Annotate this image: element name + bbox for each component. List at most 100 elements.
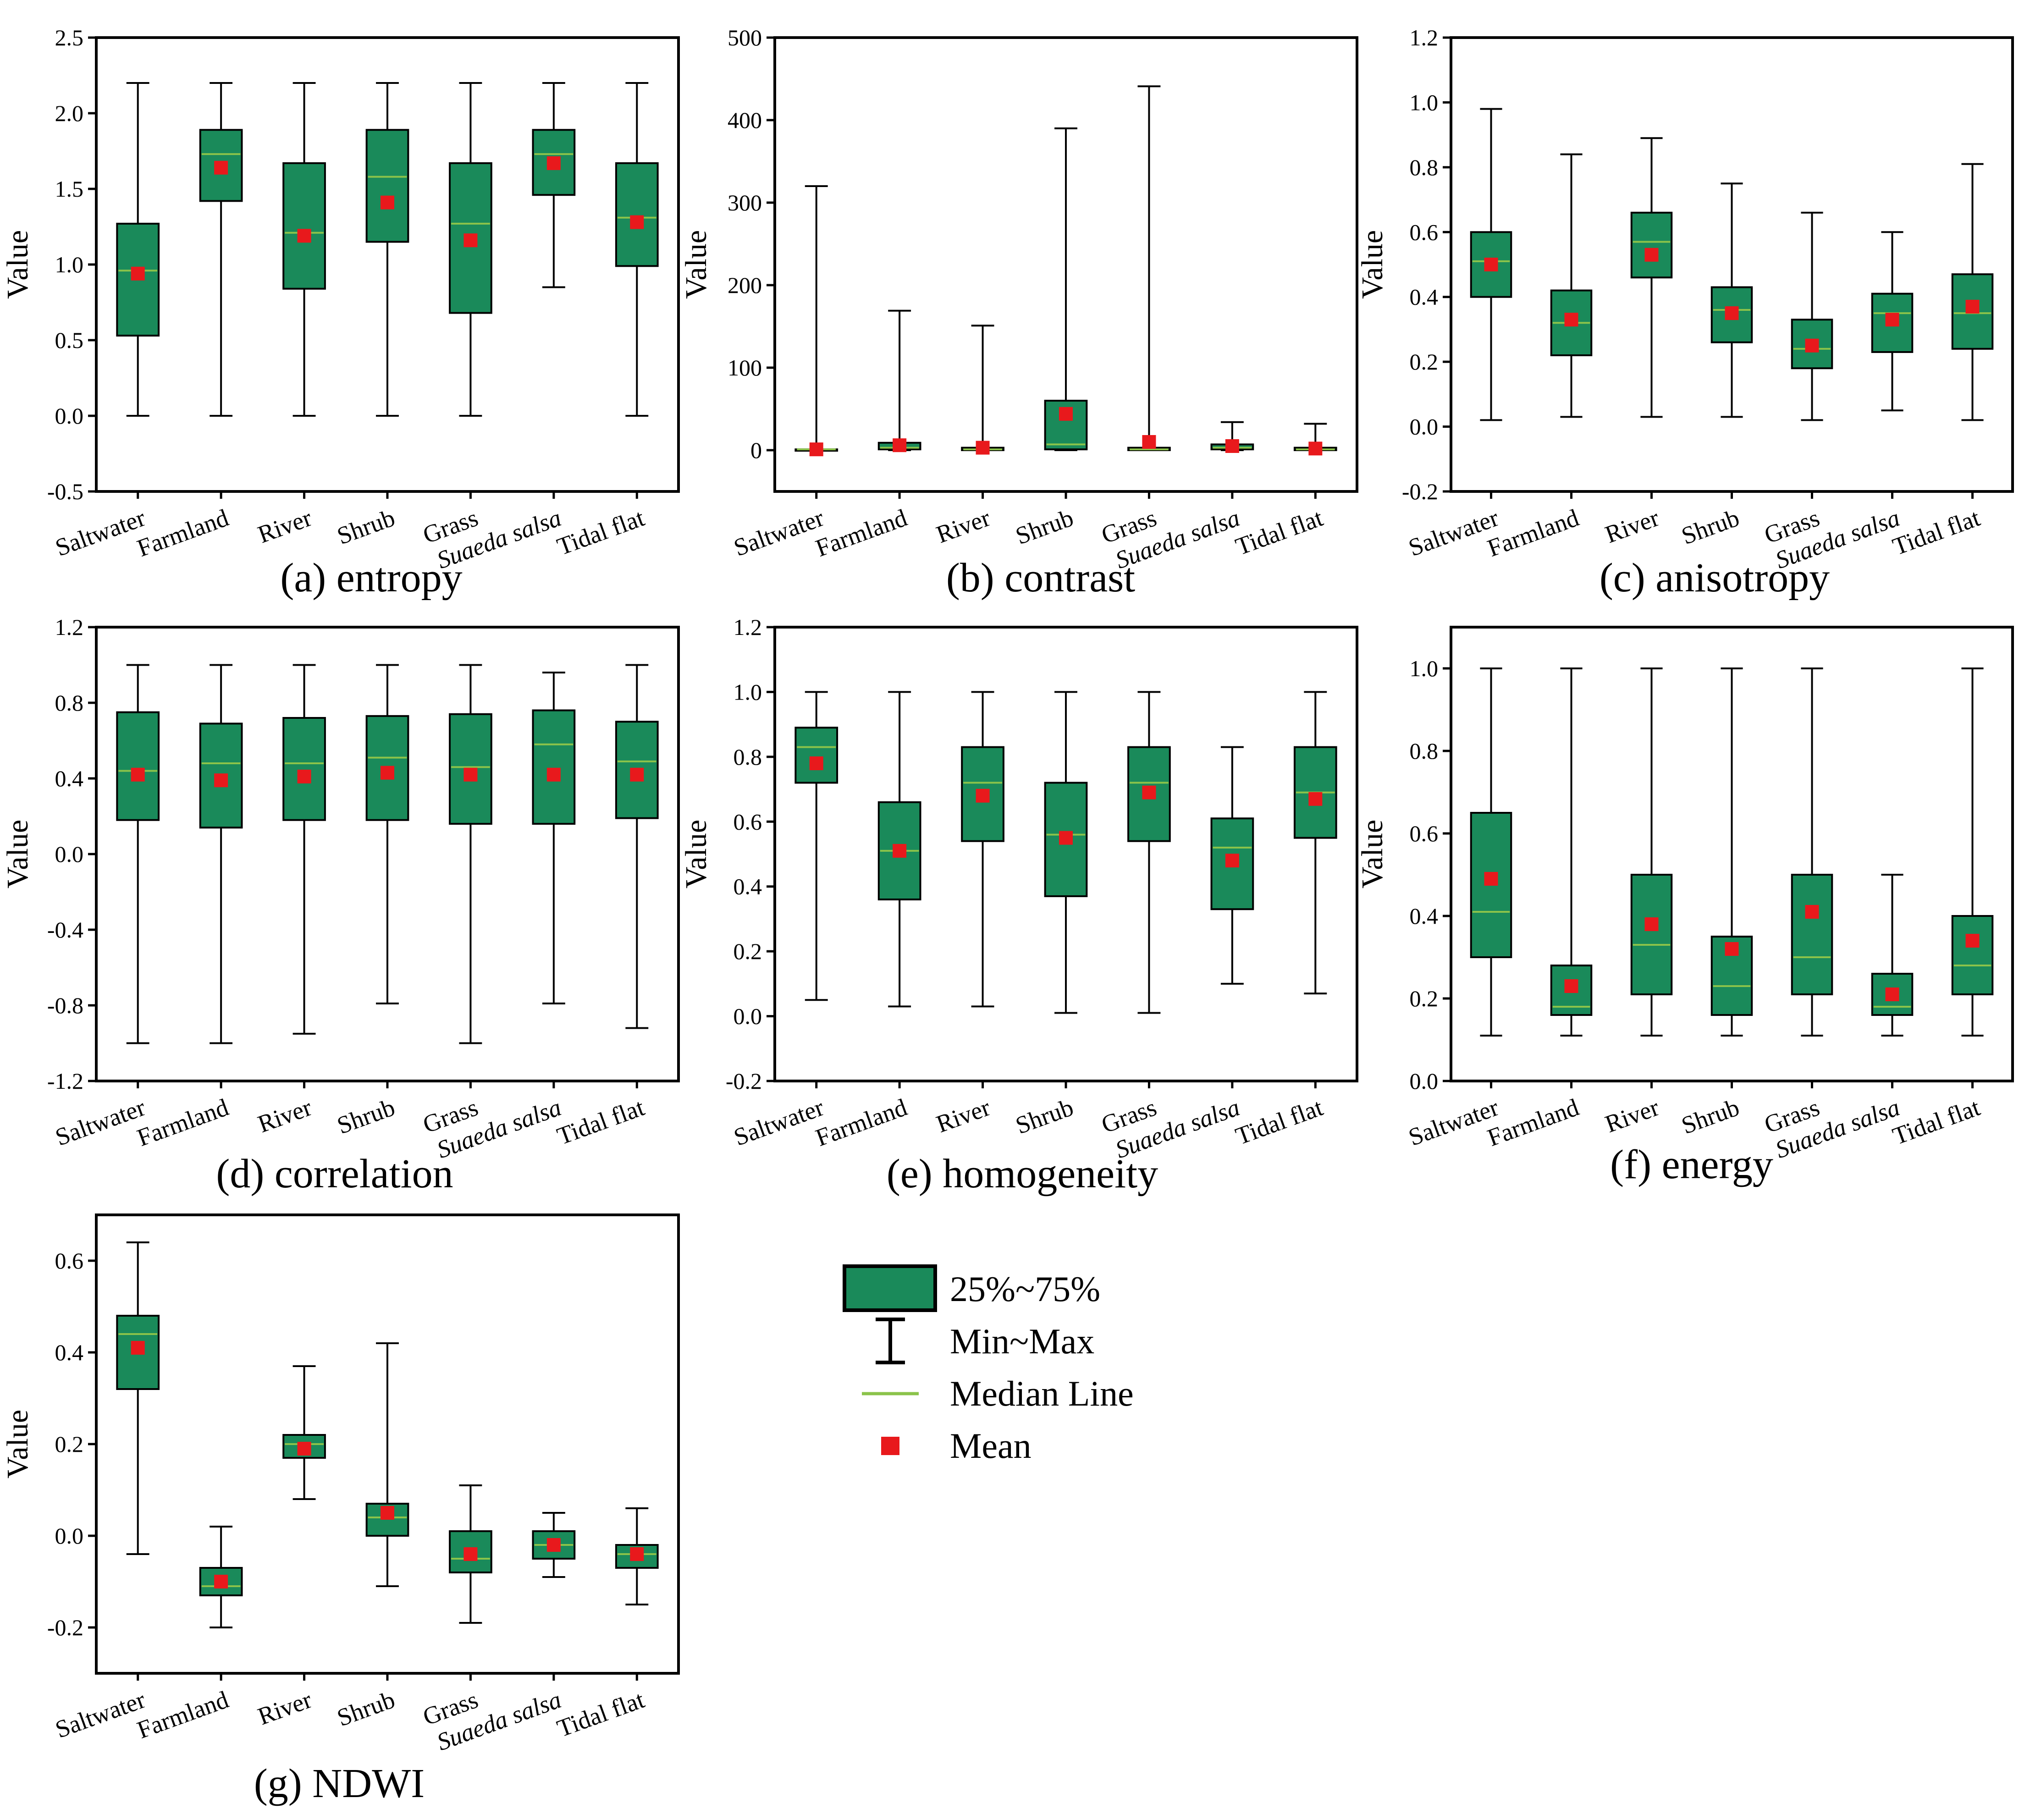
panel-caption: (a) entropy [280,555,462,601]
category-label-saltwater: Saltwater [52,1093,149,1151]
y-tick-label: 0.6 [55,1248,84,1274]
panel-caption: (f) energy [1610,1142,1773,1187]
box-tidal-flat [615,664,659,1029]
y-tick-label: 100 [728,355,762,381]
box-suaeda-salsa [1210,746,1254,985]
category-label-river: River [1601,1093,1662,1138]
mean-marker [976,789,990,803]
box-suaeda-salsa [1210,421,1254,453]
y-tick-label: 1.0 [55,252,84,277]
box-grass [449,1484,492,1624]
y-tick-label: 1.2 [1410,25,1439,50]
mean-marker [976,441,990,455]
mean-marker [1142,435,1156,449]
y-tick-label: 1.0 [1410,656,1439,681]
category-label-river: River [254,1686,315,1730]
y-tick-label: 0.6 [734,809,762,834]
iqr-box [116,711,160,821]
category-label-shrub: Shrub [333,504,398,550]
mean-marker [1564,313,1578,327]
panel-caption: (e) homogeneity [887,1151,1158,1197]
mean-marker [1308,792,1323,806]
y-tick-label: -0.2 [726,1068,762,1094]
box-tidal-flat [1951,163,1994,421]
mean-marker [463,767,478,782]
box-saltwater [116,664,160,1044]
category-label-river: River [932,504,993,548]
category-label-shrub: Shrub [1678,504,1743,550]
mean-marker [297,229,311,243]
y-tick-label: 400 [728,107,762,133]
mean-marker [381,766,394,780]
box-grass [1791,211,1833,421]
category-label-shrub: Shrub [1012,504,1077,550]
box-grass [449,664,492,1044]
box-river [282,664,326,1035]
mean-marker [1644,917,1659,931]
category-label-tidal-flat: Tidal flat [553,1686,648,1743]
category-label-tidal-flat: Tidal flat [1889,1093,1983,1150]
y-tick-label: 0.2 [55,1431,84,1457]
y-axis-label: Value [1356,230,1389,299]
plot-frame [773,36,1358,493]
mean-marker [1225,854,1239,868]
plot-frame [95,626,680,1082]
box-farmland [1550,153,1593,418]
y-tick-label: -0.5 [47,479,83,504]
category-label-tidal-flat: Tidal flat [553,1093,648,1150]
mean-marker [546,156,561,170]
mean-marker [893,438,907,452]
y-axis-label: Value [1,230,34,299]
y-tick-label: 0.4 [1410,284,1439,310]
y-tick-label: 0.2 [1410,349,1439,375]
mean-marker [381,1506,394,1520]
category-label-farmland: Farmland [133,504,232,562]
box-farmland [199,1526,243,1628]
box-suaeda-salsa [532,1512,576,1578]
y-tick-label: 0.0 [55,1523,84,1549]
iqr-box [282,162,326,290]
legend-median-label: Median Line [950,1373,1134,1413]
chart-panel-e: -0.2 0.0 0.2 0.4 0.6 0.8 1.0 1.2 SaltwaterFarmla… [679,614,1358,1197]
y-tick-label: 300 [728,190,762,215]
mean-marker [1885,313,1899,327]
iqr-box [794,727,838,784]
mean-marker [1725,306,1739,320]
y-tick-label: 2.0 [55,100,84,126]
box-tidal-flat [615,82,659,417]
mean-marker [809,756,823,770]
iqr-box [365,129,409,243]
box-shrub [1044,127,1088,451]
box-suaeda-salsa [1871,231,1914,412]
mean-marker [463,1547,478,1561]
y-tick-label: 500 [728,25,762,50]
mean-marker [1059,407,1073,421]
plot-frame [1450,626,2014,1082]
mean-marker [214,160,228,175]
panel-caption: (b) contrast [946,555,1135,601]
mean-marker [1965,299,1980,314]
iqr-box [532,709,576,825]
box-grass [1127,691,1171,1014]
mean-marker [1564,979,1578,993]
category-label-river: River [254,1093,315,1138]
box-suaeda-salsa [1871,874,1914,1037]
y-tick-label: 0.6 [1410,821,1439,846]
y-tick-label: 1.0 [734,679,762,705]
category-label-farmland: Farmland [133,1686,232,1744]
y-axis-label: Value [1,1410,34,1478]
mean-marker [630,215,644,229]
legend-mean-label: Mean [950,1426,1032,1466]
box-saltwater [1470,108,1512,421]
box-river [1630,667,1673,1037]
box-shrub [1044,691,1088,1014]
category-label-tidal-flat: Tidal flat [553,504,648,561]
box-saltwater [116,1241,160,1555]
y-tick-label: -0.4 [47,917,83,943]
category-label-saltwater: Saltwater [52,1686,149,1743]
box-grass [1791,667,1833,1037]
category-label-tidal-flat: Tidal flat [1889,504,1983,561]
y-tick-label: 1.2 [734,614,762,640]
legend-mean-marker [881,1437,899,1455]
